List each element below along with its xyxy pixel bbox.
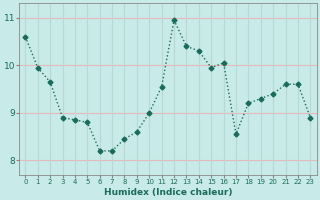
X-axis label: Humidex (Indice chaleur): Humidex (Indice chaleur) xyxy=(104,188,232,197)
